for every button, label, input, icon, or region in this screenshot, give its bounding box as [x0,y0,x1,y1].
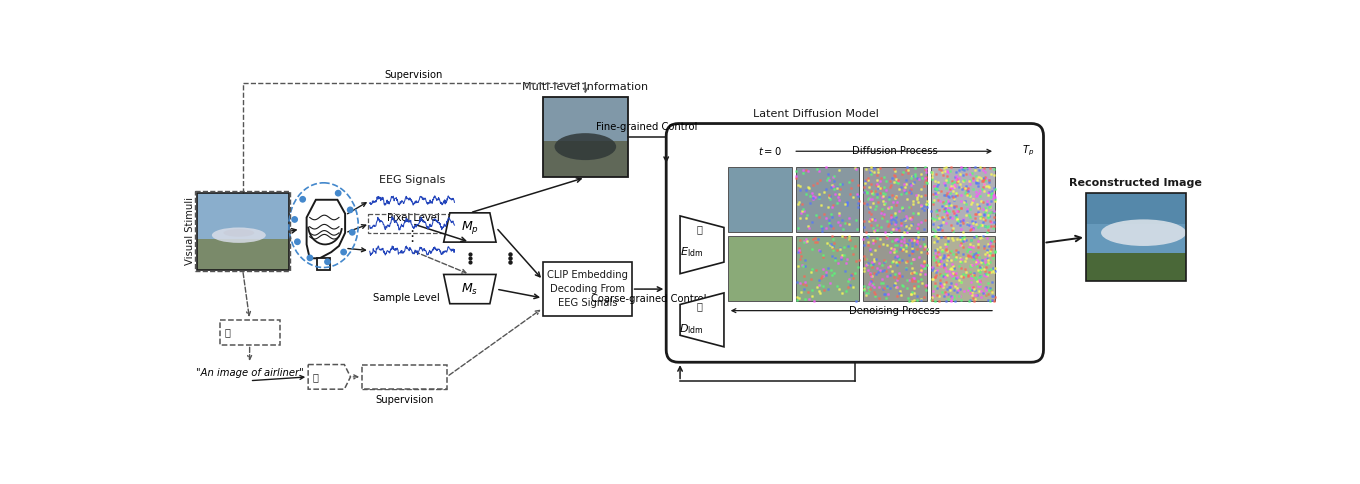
Circle shape [307,255,313,260]
Bar [194,191,291,272]
Text: "An image of airliner": "An image of airliner" [196,368,303,378]
Ellipse shape [555,133,616,160]
Polygon shape [443,213,496,242]
Bar [196,193,288,270]
Ellipse shape [212,227,265,243]
Circle shape [336,191,341,196]
Bar [317,258,329,270]
Bar [219,320,280,345]
Text: $E_{\mathrm{ldm}}$: $E_{\mathrm{ldm}}$ [680,245,703,259]
Bar [864,236,928,302]
Text: $D_{\mathrm{ldm}}$: $D_{\mathrm{ldm}}$ [679,322,704,336]
Bar [1085,224,1186,281]
Circle shape [325,259,330,264]
Text: ⚿: ⚿ [696,224,702,234]
Text: $T_p$: $T_p$ [1021,144,1034,158]
Polygon shape [680,293,724,347]
Text: Visual Stimuli: Visual Stimuli [185,197,196,265]
Text: EEG Signals: EEG Signals [379,175,445,185]
Text: CLIP: CLIP [320,372,344,382]
Bar [1085,224,1186,253]
Circle shape [341,249,347,255]
Polygon shape [443,274,496,304]
Bar [1085,193,1186,281]
Circle shape [348,207,352,212]
Text: ⚿: ⚿ [696,301,702,311]
Text: Sample Level: Sample Level [373,293,439,303]
Bar [543,141,628,178]
Text: Supervision: Supervision [385,70,443,80]
Ellipse shape [223,229,254,237]
Polygon shape [306,200,345,258]
Text: CLIP Embedding
Decoding From
EEG Signals: CLIP Embedding Decoding From EEG Signals [547,270,628,308]
Bar [543,97,628,178]
Polygon shape [309,364,351,389]
Ellipse shape [1102,219,1186,246]
Text: Denoising Process: Denoising Process [850,305,940,316]
Text: CLIP Embedding: CLIP Embedding [364,372,445,382]
Bar [728,166,792,232]
Text: Latent Diffusion Model: Latent Diffusion Model [753,109,880,119]
Text: $M_s$: $M_s$ [461,282,479,297]
Bar [543,262,631,316]
Bar [932,236,996,302]
Text: Reconstructed Image: Reconstructed Image [1069,178,1202,188]
Text: Multi-level Information: Multi-level Information [522,82,649,92]
Bar [864,166,928,232]
FancyBboxPatch shape [666,123,1043,362]
Bar [543,97,628,141]
Bar [932,166,996,232]
Text: ⚿: ⚿ [313,372,318,382]
Bar [796,236,860,302]
Bar [369,214,456,233]
Text: Diffusion Process: Diffusion Process [851,146,938,156]
Text: ⋮: ⋮ [404,229,420,244]
Bar [196,193,288,239]
Text: Supervision: Supervision [375,395,434,405]
Text: Caption: Caption [235,327,273,337]
Circle shape [292,217,298,222]
Text: Coarse-grained Control: Coarse-grained Control [592,294,707,303]
Bar [728,236,792,302]
Text: Pixel Level: Pixel Level [388,213,439,223]
Circle shape [295,239,301,244]
Text: ⚿: ⚿ [224,327,230,337]
Bar [362,364,446,389]
Bar [796,166,860,232]
Text: $t = 0$: $t = 0$ [759,145,782,157]
Bar [196,239,288,270]
Circle shape [301,197,306,202]
Text: $M_p$: $M_p$ [461,219,479,236]
Text: Fine-grained Control: Fine-grained Control [596,122,698,133]
Polygon shape [680,216,724,273]
Circle shape [350,229,355,235]
Bar [1085,193,1186,224]
